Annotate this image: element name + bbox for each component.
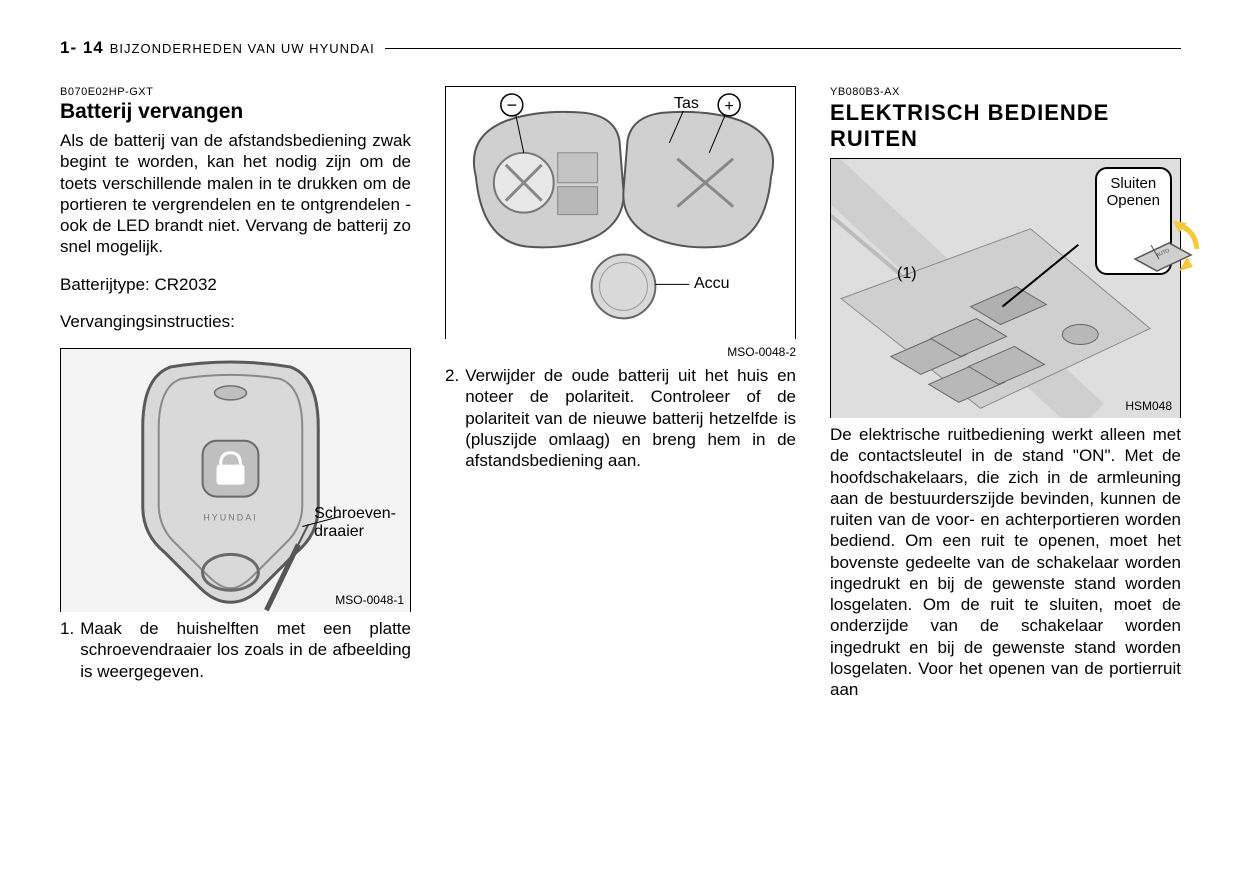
step-number: 1. bbox=[60, 618, 74, 682]
step-text: Maak de huishelften met een platte schro… bbox=[80, 618, 411, 682]
step-text: Verwijder de oude batterij uit het huis … bbox=[465, 365, 796, 471]
section-heading: ELEKTRISCH BEDIENDE RUITEN bbox=[830, 100, 1181, 152]
figure-keyfob: HYUNDAI Schroeven- draaier MSO-0048-1 bbox=[60, 348, 411, 612]
svg-text:−: − bbox=[507, 95, 517, 115]
header-title: BIJZONDERHEDEN VAN UW HYUNDAI bbox=[110, 41, 375, 56]
accu-label: Accu bbox=[694, 275, 730, 293]
arrow-icon: AUTO bbox=[1107, 213, 1160, 263]
brand-text: HYUNDAI bbox=[203, 513, 257, 523]
svg-text:+: + bbox=[725, 98, 734, 115]
openen-label: Openen bbox=[1107, 192, 1160, 209]
figure-door-panel: (1) Sluiten Openen AUTO bbox=[830, 158, 1181, 418]
screwdriver-label: Schroeven- draaier bbox=[314, 505, 396, 542]
sluiten-label: Sluiten bbox=[1107, 175, 1160, 192]
marker-1: (1) bbox=[897, 265, 917, 283]
battery-type-line: Batterijtype: CR2032 bbox=[60, 274, 411, 295]
paragraph: Als de batterij van de afstandsbediening… bbox=[60, 130, 411, 258]
column-3: YB080B3-AX ELEKTRISCH BEDIENDE RUITEN bbox=[830, 86, 1181, 700]
keyfob-illustration: HYUNDAI bbox=[61, 349, 410, 612]
column-2: − + Tas Accu MSO-0048-2 2. Verwijder de … bbox=[445, 86, 796, 700]
header-rule bbox=[385, 48, 1181, 49]
column-1: B070E02HP-GXT Batterij vervangen Als de … bbox=[60, 86, 411, 700]
step-2: 2. Verwijder de oude batterij uit het hu… bbox=[445, 365, 796, 471]
page-number: 1- 14 bbox=[60, 38, 104, 58]
figure-open-fob: − + Tas Accu bbox=[445, 86, 796, 339]
step-number: 2. bbox=[445, 365, 459, 471]
switch-callout: Sluiten Openen AUTO bbox=[1095, 167, 1172, 275]
section-code: YB080B3-AX bbox=[830, 86, 1181, 98]
open-fob-illustration: − + bbox=[446, 87, 795, 339]
step-1: 1. Maak de huishelften met een platte sc… bbox=[60, 618, 411, 682]
section-code: B070E02HP-GXT bbox=[60, 86, 411, 98]
figure-ref: MSO-0048-1 bbox=[335, 593, 404, 607]
section-heading: Batterij vervangen bbox=[60, 100, 411, 124]
paragraph: De elektrische ruitbediening werkt allee… bbox=[830, 424, 1181, 700]
page-header: 1- 14 BIJZONDERHEDEN VAN UW HYUNDAI bbox=[60, 38, 1181, 58]
tas-label: Tas bbox=[674, 95, 699, 113]
figure-ref: MSO-0048-2 bbox=[445, 345, 796, 359]
figure-ref: HSM048 bbox=[1125, 399, 1172, 413]
instructions-label: Vervangingsinstructies: bbox=[60, 311, 411, 332]
